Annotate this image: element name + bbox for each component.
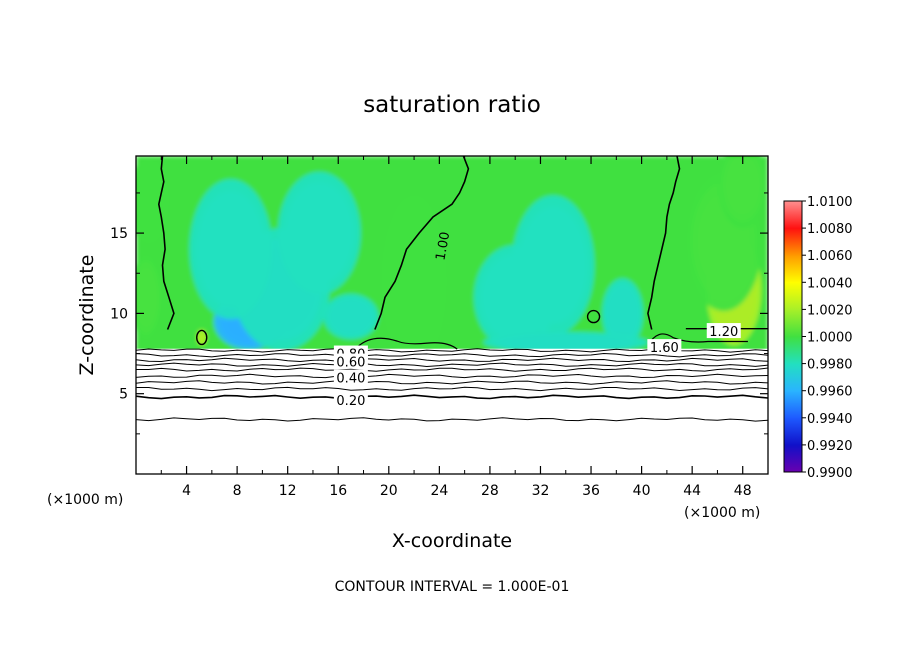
contour-line-1.00 <box>374 156 470 330</box>
x-axis-title: X-coordinate <box>392 530 512 552</box>
colorbar-tick-label: 1.0020 <box>807 303 853 318</box>
colorbar-segment <box>784 255 802 283</box>
x-tick-label: 20 <box>380 483 398 499</box>
x-tick-label: 36 <box>582 483 600 499</box>
saturation-field <box>136 156 768 474</box>
field-blob <box>196 329 207 346</box>
field-blob <box>379 193 449 369</box>
x-tick-label: 12 <box>279 483 297 499</box>
colorbar-tick-label: 0.9940 <box>807 412 853 427</box>
contour-label-text: 0.20 <box>336 394 365 409</box>
colorbar-segment <box>784 309 802 337</box>
contour-loop <box>586 309 601 324</box>
contour-line <box>647 333 748 346</box>
field-blob <box>601 278 644 349</box>
colorbar-segment <box>784 336 802 365</box>
colorbar-segment <box>784 390 802 419</box>
colorbar: 0.9900 0.9920 0.9940 0.9960 0.9980 1.0000 1.00… <box>783 195 853 481</box>
contour-line <box>136 394 768 400</box>
colorbar-segment <box>784 201 802 229</box>
colorbar-tick-label: 1.0080 <box>807 222 853 237</box>
contour-label-bg <box>647 339 682 355</box>
x-tick-label: 28 <box>481 483 499 499</box>
colorbar-tick-label: 1.0100 <box>807 195 853 210</box>
contour-label-text: 1.20 <box>709 325 738 340</box>
x-tick-label: 24 <box>430 483 448 499</box>
x-tick-label: 8 <box>233 483 242 499</box>
unsaturated-mask <box>136 348 768 474</box>
contour-line <box>136 367 768 372</box>
contour-line <box>356 337 458 350</box>
y-tick-label: 10 <box>110 306 128 322</box>
y-axis-title: Z-coordinate <box>76 255 98 376</box>
contour-line-1.00 <box>647 156 681 330</box>
y-tick-label: 15 <box>110 226 128 242</box>
x-tick-label: 4 <box>182 483 191 499</box>
x-tick-label: 16 <box>329 483 347 499</box>
contour-label-text: 0.40 <box>336 372 365 387</box>
contour-line <box>136 357 768 363</box>
contour-label-text: 1.60 <box>650 341 679 356</box>
colorbar-tick-label: 0.9920 <box>807 439 853 454</box>
colorbar-tick-label: 1.0000 <box>807 331 853 346</box>
contour-label: 0.40 <box>333 369 368 387</box>
contour-line <box>136 417 768 422</box>
x-axis: 4 8 12 16 20 24 28 32 36 40 44 48 <box>160 156 769 499</box>
contour-label-bg <box>706 323 741 339</box>
chart-title: saturation ratio <box>363 92 541 118</box>
contour-label-text: 0.60 <box>336 356 365 371</box>
field-blob <box>136 253 163 342</box>
contour-line <box>136 380 768 385</box>
colorbar-tick-label: 0.9960 <box>807 385 853 400</box>
contour-line <box>136 386 768 392</box>
colorbar-segment <box>784 282 802 310</box>
colorbar-segment <box>784 228 802 256</box>
contour-line <box>136 352 768 358</box>
field-blob <box>717 156 768 229</box>
contour-loop <box>196 329 208 346</box>
y-tick-label: 5 <box>119 387 128 403</box>
colorbar-tick-label: 1.0060 <box>807 249 853 264</box>
colorbar-segment <box>784 363 802 392</box>
field-blob <box>189 179 273 320</box>
colorbar-tick-label: 0.9980 <box>807 358 853 373</box>
colorbar-segment <box>784 417 802 446</box>
plot-frame <box>135 155 769 475</box>
contour-interval-note: CONTOUR INTERVAL = 1.000E-01 <box>335 579 570 595</box>
contour-label-bg <box>333 353 368 369</box>
y-axis: 5 10 15 <box>110 192 768 435</box>
x-tick-label: 44 <box>683 483 701 499</box>
contour-labels: 1.001.201.600.800.600.400.20 <box>333 231 741 409</box>
contour-label: 0.20 <box>333 392 368 409</box>
contour-line <box>136 362 768 368</box>
colorbar-tick-label: 1.0040 <box>807 276 853 291</box>
field-blob <box>277 171 361 295</box>
field-blob <box>511 195 595 336</box>
contour-label-text: 1.00 <box>433 231 453 262</box>
x-unit-label-left: (×1000 m) <box>47 492 123 508</box>
x-tick-label: 40 <box>633 483 651 499</box>
contour-label: 1.60 <box>647 339 682 356</box>
plot-area: 1.001.201.600.800.600.400.20 <box>136 156 768 474</box>
contour-label-bg <box>333 392 368 408</box>
contour-label-bg <box>333 369 368 385</box>
colorbar-segment <box>784 444 802 473</box>
contour-line <box>136 373 768 379</box>
contour-line-1.00 <box>157 156 175 330</box>
field-blob <box>483 331 649 353</box>
contour-label: 1.00 <box>433 231 453 262</box>
x-unit-label-right: (×1000 m) <box>684 505 760 521</box>
x-tick-label: 48 <box>734 483 752 499</box>
field-blob <box>323 293 379 340</box>
colorbar-tick-label: 0.9900 <box>807 466 853 481</box>
contour-label: 1.20 <box>706 323 741 340</box>
contour-label: 0.60 <box>333 353 368 371</box>
x-tick-label: 32 <box>532 483 550 499</box>
